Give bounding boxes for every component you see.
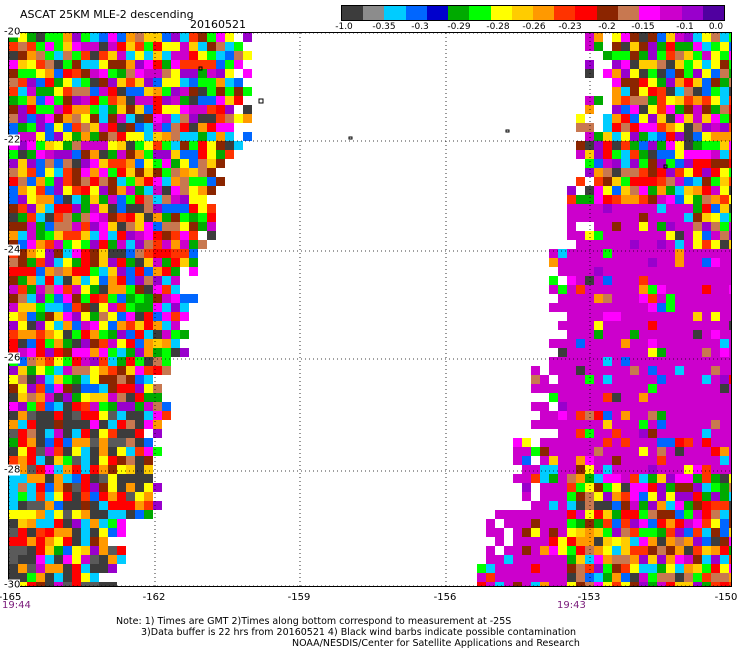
colorbar-tick-label: 0.0 — [708, 22, 724, 32]
latitude-label: -20 — [4, 26, 21, 38]
colorbar-tick-label: -0.28 — [486, 22, 510, 32]
colorbar-tick-label: -0.23 — [558, 22, 582, 32]
colorbar-tick-label: -0.1 — [676, 22, 694, 32]
colorbar-tick-label: -0.2 — [598, 22, 616, 32]
colorbar-tick-label: -0.26 — [522, 22, 546, 32]
colorbar-swatch — [702, 6, 724, 20]
colorbar-tick-label: -0.29 — [447, 22, 471, 32]
longitude-label: -165 — [0, 592, 22, 603]
longitude-label: -153 — [577, 592, 601, 603]
footer-notes: Note: 1) Times are GMT 2)Times along bot… — [116, 616, 580, 649]
colorbar-swatch — [490, 6, 512, 20]
latitude-label: -22 — [4, 134, 21, 146]
time-label-right: 19:43 — [557, 600, 586, 611]
longitude-label: -156 — [433, 592, 457, 603]
swath-cells — [9, 33, 731, 586]
islands — [198, 66, 668, 169]
colorbar-tick-label: -1.0 — [335, 22, 353, 32]
colorbar-tick-label: -0.3 — [411, 22, 429, 32]
colorbar-swatch — [511, 6, 533, 20]
note-line-3: NOAA/NESDIS/Center for Satellite Applica… — [292, 638, 580, 649]
colorbar-swatch — [405, 6, 427, 20]
colorbar-swatch — [617, 6, 640, 20]
latitude-label: -28 — [4, 464, 21, 476]
longitude-label: -162 — [142, 592, 166, 603]
map-date: 20160521 — [190, 18, 246, 31]
longitude-label: -159 — [287, 592, 311, 603]
colorbar-swatch — [639, 6, 661, 20]
colorbar-swatch — [363, 6, 385, 20]
note-line-1: Note: 1) Times are GMT 2)Times along bot… — [116, 616, 512, 627]
longitude-label: -150 — [714, 592, 738, 603]
map-swath-svg — [9, 33, 731, 586]
colorbar-swatch — [426, 6, 449, 20]
latitude-label: -24 — [4, 244, 21, 256]
colorbar-swatch — [681, 6, 703, 20]
time-label-left: 19:44 — [2, 600, 31, 611]
map-area[interactable] — [8, 32, 732, 587]
colorbar-tick-label: -0.15 — [631, 22, 655, 32]
colorbar-swatch — [596, 6, 618, 20]
colorbar-swatch — [469, 6, 491, 20]
latitude-label: -30 — [4, 579, 21, 591]
latitude-label: -26 — [4, 352, 21, 364]
note-line-2: 3)Data buffer is 22 hrs from 20160521 4)… — [141, 627, 577, 638]
colorbar-swatch — [575, 6, 597, 20]
colorbar-swatch — [554, 6, 576, 20]
colorbar-swatch — [448, 6, 470, 20]
graticule — [9, 33, 731, 586]
colorbar-swatch — [384, 6, 406, 20]
colorbar-tick-label: -0.35 — [372, 22, 396, 32]
colorbar — [342, 6, 724, 20]
colorbar-swatch — [342, 6, 364, 20]
map-title: ASCAT 25KM MLE-2 descending — [20, 8, 194, 21]
colorbar-swatch — [532, 6, 555, 20]
colorbar-swatch — [660, 6, 682, 20]
